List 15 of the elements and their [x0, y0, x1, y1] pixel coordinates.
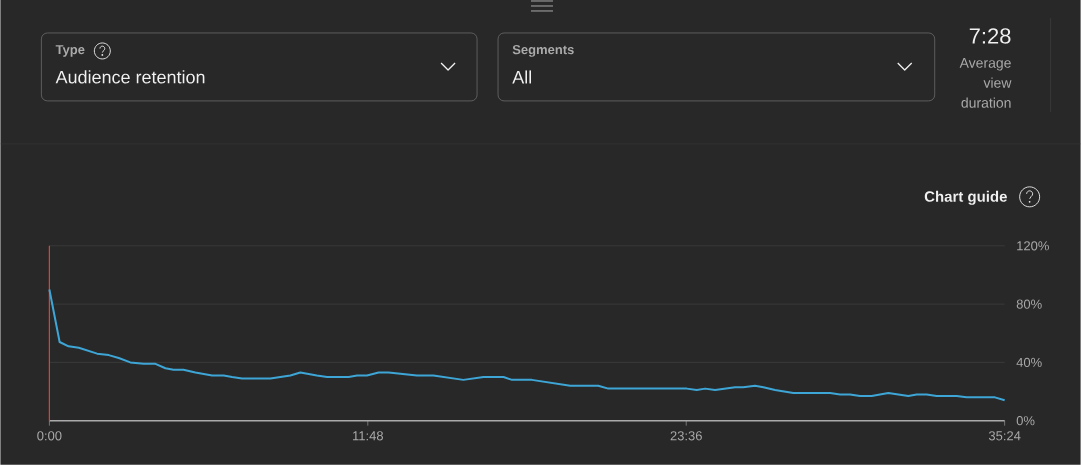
text: 7:28 — [969, 28, 1011, 44]
y-tick-label: 40% — [1016, 357, 1042, 368]
x-tick-label: 0:00 — [37, 431, 62, 441]
text: Chart guide — [924, 191, 1007, 206]
text: Segments — [512, 45, 574, 58]
text: Type — [55, 45, 85, 57]
text: Audience retention — [55, 70, 205, 84]
text: All — [512, 70, 532, 84]
y-tick-label: 120% — [1017, 241, 1049, 251]
text: Average view duration — [959, 58, 1012, 108]
x-tick-label: 35:24 — [988, 431, 1021, 441]
x-tick-label: 11:48 — [353, 431, 384, 441]
y-tick-label: 0% — [1016, 416, 1035, 426]
y-tick-label: 80% — [1016, 299, 1042, 309]
x-tick-label: 23:36 — [670, 431, 702, 441]
